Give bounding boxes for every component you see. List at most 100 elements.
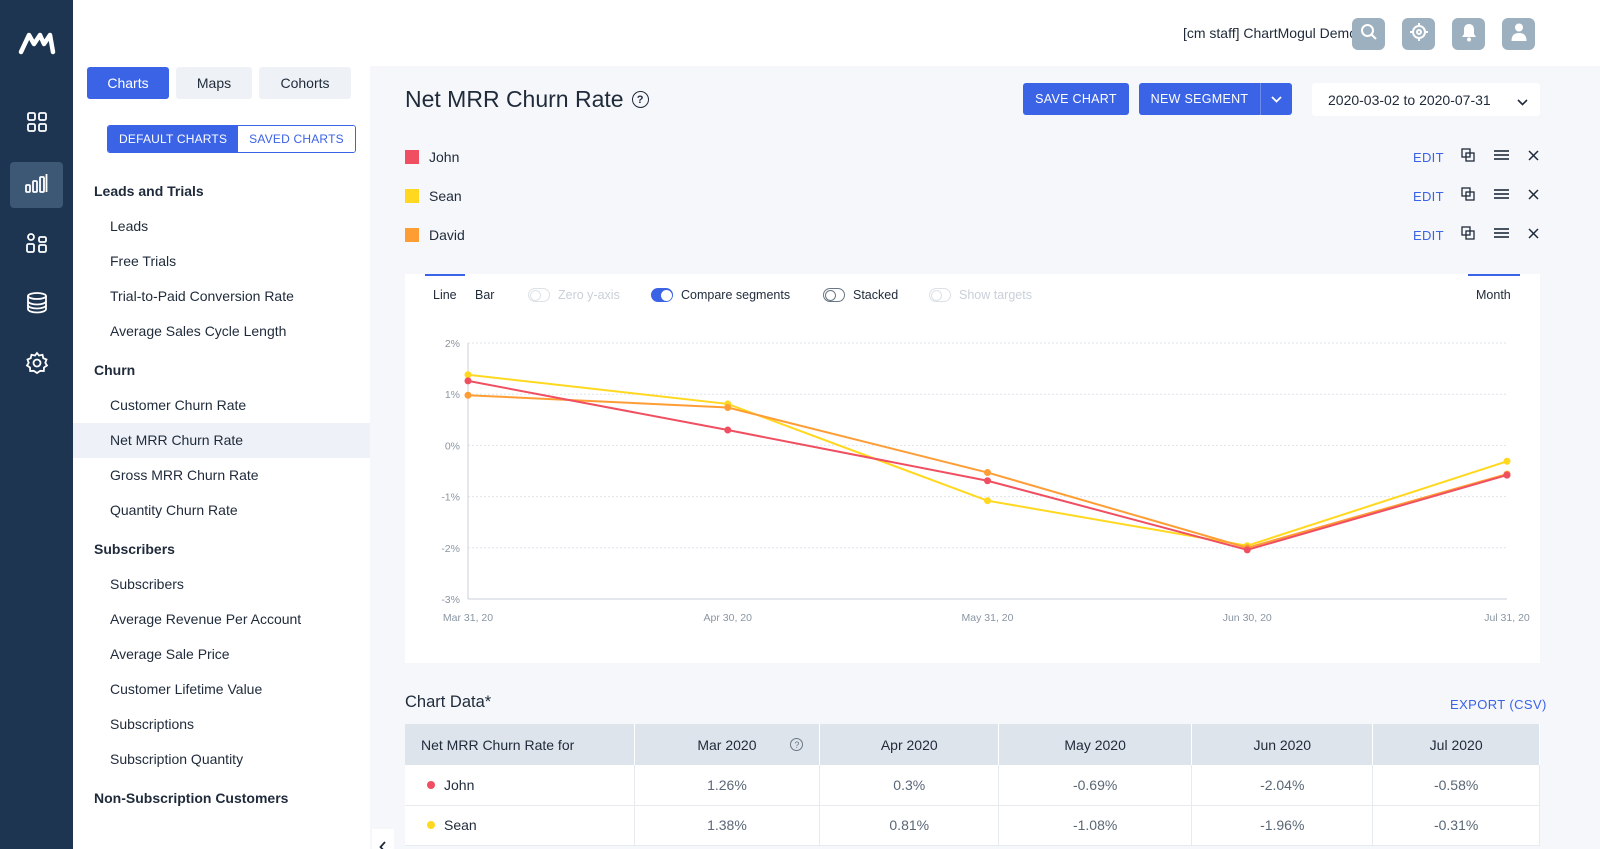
rail-dashboard-button[interactable] bbox=[10, 101, 63, 147]
x-tick-label: Jul 31, 20 bbox=[1484, 612, 1530, 624]
data-point-david bbox=[984, 469, 991, 477]
close-icon bbox=[1527, 148, 1539, 166]
segment-menu-button[interactable] bbox=[1493, 227, 1509, 243]
customers-icon bbox=[25, 232, 49, 259]
segment-menu-button[interactable] bbox=[1493, 188, 1509, 204]
menu-item[interactable]: Average Sales Cycle Length bbox=[110, 323, 287, 339]
y-tick-label: -1% bbox=[441, 492, 460, 504]
segment-color-swatch bbox=[405, 189, 419, 203]
toggle-switch bbox=[929, 288, 951, 302]
edit-segment-button[interactable]: EDIT bbox=[1413, 149, 1444, 165]
menu-item[interactable]: Subscribers bbox=[110, 576, 184, 592]
zero-y-axis-label: Zero y-axis bbox=[558, 288, 620, 302]
remove-segment-button[interactable] bbox=[1525, 188, 1541, 204]
new-segment-button[interactable]: NEW SEGMENT bbox=[1139, 83, 1260, 115]
data-point-sean bbox=[984, 497, 991, 505]
menu-item[interactable]: Average Revenue Per Account bbox=[110, 611, 302, 627]
account-name[interactable]: [cm staff] ChartMogul Demo bbox=[1182, 25, 1357, 41]
save-chart-button[interactable]: SAVE CHART bbox=[1023, 83, 1129, 115]
menu-item[interactable]: Net MRR Churn Rate bbox=[73, 423, 370, 458]
x-tick-label: Jun 30, 20 bbox=[1223, 612, 1272, 624]
app-rail bbox=[0, 0, 73, 849]
chevron-left-icon bbox=[379, 840, 387, 849]
profile-button[interactable] bbox=[1502, 18, 1535, 50]
segment-name: John bbox=[429, 149, 460, 165]
segment-row: David EDIT bbox=[405, 223, 1540, 247]
table-header: Jul 2020 bbox=[1372, 724, 1540, 765]
duplicate-segment-button[interactable] bbox=[1460, 186, 1476, 204]
month-tab-indicator bbox=[1468, 274, 1520, 276]
menu-item[interactable]: Average Sale Price bbox=[110, 646, 230, 662]
table-cell: 1.26% bbox=[634, 765, 821, 806]
menu-item[interactable]: Gross MRR Churn Rate bbox=[110, 467, 259, 483]
segment-color-dot bbox=[427, 821, 435, 830]
chartmogul-logo[interactable] bbox=[18, 30, 56, 56]
edit-segment-button[interactable]: EDIT bbox=[1413, 188, 1444, 204]
segment-menu-button[interactable] bbox=[1493, 149, 1509, 165]
table-header: Jun 2020 bbox=[1191, 724, 1374, 765]
default-charts-tab[interactable]: DEFAULT CHARTS bbox=[108, 126, 239, 152]
hamburger-icon bbox=[1493, 226, 1509, 244]
export-csv-link[interactable]: EXPORT (CSV) bbox=[1450, 697, 1547, 712]
menu-item[interactable]: Subscription Quantity bbox=[110, 751, 244, 767]
search-button[interactable] bbox=[1352, 18, 1385, 50]
segment-color-dot bbox=[427, 781, 435, 790]
menu-item[interactable]: Customer Churn Rate bbox=[110, 397, 247, 413]
help-icon[interactable]: ? bbox=[790, 738, 804, 751]
segment-color-swatch bbox=[405, 150, 419, 164]
notifications-button[interactable] bbox=[1452, 18, 1485, 50]
new-segment-dropdown-button[interactable] bbox=[1260, 83, 1292, 115]
edit-segment-button[interactable]: EDIT bbox=[1413, 227, 1444, 243]
rail-customers-button[interactable] bbox=[10, 222, 63, 268]
table-header-label: Mar 2020 bbox=[697, 736, 757, 753]
remove-segment-button[interactable] bbox=[1525, 227, 1541, 243]
menu-item[interactable]: Quantity Churn Rate bbox=[110, 502, 238, 518]
bar-chart-icon bbox=[24, 172, 50, 199]
table-cell: -0.69% bbox=[998, 765, 1193, 806]
settings-gear-icon bbox=[25, 351, 49, 380]
date-range-picker[interactable]: 2020-03-02 to 2020-07-31 bbox=[1312, 83, 1540, 116]
top-bar: [cm staff] ChartMogul Demo bbox=[73, 0, 1600, 66]
segment-name: David bbox=[429, 227, 465, 243]
table-header: Apr 2020 bbox=[819, 724, 1000, 765]
stacked-toggle[interactable]: Stacked bbox=[823, 288, 898, 302]
table-header: Mar 2020? bbox=[634, 724, 821, 765]
locate-button[interactable] bbox=[1402, 18, 1435, 50]
interval-month-tab[interactable]: Month bbox=[1476, 288, 1511, 302]
net-mrr-churn-line-chart: 2% 1% 0% -1% -2% -3% Mar 31, 20 Apr 30, 20 May 3… bbox=[441, 338, 1530, 624]
rail-charts-button[interactable] bbox=[10, 162, 63, 208]
compare-segments-toggle[interactable]: Compare segments bbox=[651, 288, 790, 302]
zero-y-axis-toggle[interactable]: Zero y-axis bbox=[528, 288, 620, 302]
table-cell: 0.81% bbox=[819, 805, 1000, 846]
table-cell: -1.96% bbox=[1191, 805, 1374, 846]
remove-segment-button[interactable] bbox=[1525, 149, 1541, 165]
page-title: Net MRR Churn Rate ? bbox=[405, 86, 649, 113]
show-targets-toggle[interactable]: Show targets bbox=[929, 288, 1032, 302]
table-cell: 1.38% bbox=[634, 805, 821, 846]
menu-item[interactable]: Subscriptions bbox=[110, 716, 195, 732]
duplicate-segment-button[interactable] bbox=[1460, 147, 1476, 165]
help-icon[interactable]: ? bbox=[631, 91, 649, 108]
close-icon bbox=[1527, 226, 1539, 244]
toggle-switch bbox=[823, 288, 845, 302]
tab-maps[interactable]: Maps bbox=[176, 67, 252, 99]
y-tick-label: -3% bbox=[441, 594, 460, 606]
collapse-sidebar-button[interactable] bbox=[372, 829, 394, 849]
table-cell: -0.58% bbox=[1372, 765, 1540, 806]
compare-segments-label: Compare segments bbox=[681, 288, 791, 302]
table-row: John 1.26% 0.3% -0.69% -2.04% -0.58% bbox=[405, 765, 1540, 806]
menu-item[interactable]: Trial-to-Paid Conversion Rate bbox=[110, 288, 294, 304]
menu-item[interactable]: Customer Lifetime Value bbox=[110, 681, 263, 697]
rail-settings-button[interactable] bbox=[10, 342, 63, 388]
rail-data-button[interactable] bbox=[10, 282, 63, 328]
menu-item[interactable]: Leads bbox=[110, 218, 149, 234]
tab-cohorts[interactable]: Cohorts bbox=[259, 67, 351, 99]
duplicate-segment-button[interactable] bbox=[1460, 225, 1476, 243]
table-cell: -0.31% bbox=[1372, 805, 1540, 846]
line-chart-tab[interactable]: Line bbox=[433, 288, 457, 302]
menu-item[interactable]: Free Trials bbox=[110, 253, 177, 269]
bar-chart-tab[interactable]: Bar bbox=[475, 288, 495, 302]
tab-charts[interactable]: Charts bbox=[87, 67, 169, 99]
y-tick-label: -2% bbox=[441, 543, 460, 555]
saved-charts-tab[interactable]: SAVED CHARTS bbox=[238, 126, 355, 152]
